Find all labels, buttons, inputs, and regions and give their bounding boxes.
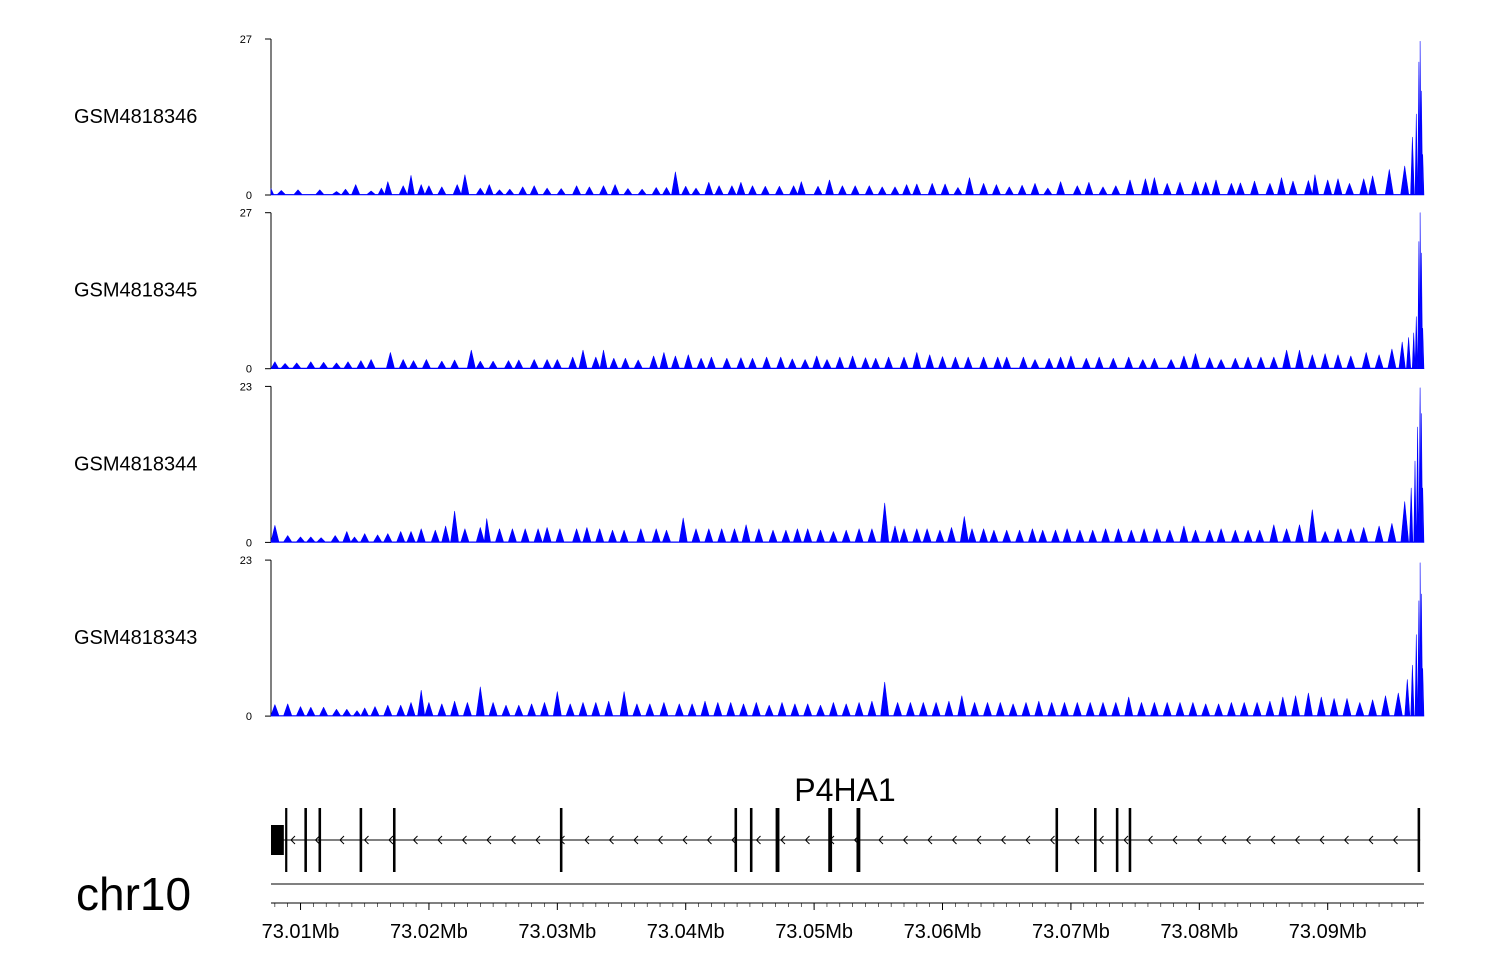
strand-arrow — [461, 835, 467, 845]
strand-arrow — [1319, 835, 1325, 845]
y-tick-label-min: 0 — [246, 537, 252, 549]
track-label: GSM4818345 — [74, 280, 197, 302]
exon — [1055, 808, 1059, 872]
track-GSM4818344: GSM4818344 23 0 — [74, 381, 1425, 549]
strand-arrow — [951, 835, 957, 845]
x-tick-label: 73.05Mb — [775, 921, 853, 943]
exon — [1115, 808, 1119, 872]
exon — [749, 808, 753, 872]
strand-arrow — [1245, 835, 1251, 845]
strand-arrow — [927, 835, 933, 845]
strand-arrow — [780, 835, 786, 845]
strand-arrow — [1368, 835, 1374, 845]
exon-utr — [271, 825, 284, 855]
strand-arrow — [363, 835, 369, 845]
x-axis-ticks: 73.01Mb 73.02Mb 73.03Mb 73.04Mb 73.05Mb 73.06… — [262, 903, 1418, 943]
strand-arrow — [1000, 835, 1006, 845]
strand-arrow — [1221, 835, 1227, 845]
genome-axis-track: chr10 73.01Mb 73.02Mb 73.03Mb 73.04Mb 73.05M… — [76, 868, 1424, 943]
strand-arrow — [1025, 835, 1031, 845]
track-GSM4818345: GSM4818345 27 0 — [74, 208, 1425, 376]
track-label: GSM4818343 — [74, 627, 197, 649]
x-tick-label: 73.07Mb — [1032, 921, 1110, 943]
x-tick-label: 73.01Mb — [262, 921, 340, 943]
exon — [1128, 808, 1132, 872]
strand-arrow — [1392, 835, 1398, 845]
strand-arrow — [608, 835, 614, 845]
exon — [775, 808, 780, 872]
strand-arrow — [804, 835, 810, 845]
strand-arrow — [706, 835, 712, 845]
exon — [828, 808, 833, 872]
exon — [359, 808, 363, 872]
exon — [285, 808, 288, 872]
strand-arrow — [535, 835, 541, 845]
exon — [1094, 808, 1097, 872]
x-tick-label: 73.04Mb — [647, 921, 725, 943]
track-label: GSM4818344 — [74, 453, 197, 475]
strand-arrow — [878, 835, 884, 845]
strand-arrow — [755, 835, 761, 845]
y-tick-label-max: 23 — [240, 555, 252, 567]
strand-arrow — [633, 835, 639, 845]
gene-structure — [271, 808, 1421, 872]
exon — [559, 808, 563, 872]
exon — [304, 808, 307, 872]
x-tick-label: 73.02Mb — [390, 921, 468, 943]
y-tick-label-max: 27 — [240, 208, 252, 220]
exon — [392, 808, 396, 872]
strand-arrow — [1098, 835, 1104, 845]
exon — [856, 808, 861, 872]
strand-arrow — [510, 835, 516, 845]
exon — [318, 808, 322, 872]
strand-arrow — [388, 835, 394, 845]
strand-arrow — [1343, 835, 1349, 845]
track-label: GSM4818346 — [74, 106, 197, 128]
exon — [1417, 808, 1421, 872]
chromosome-label: chr10 — [76, 868, 191, 920]
coverage-tracks: GSM4818346270GSM4818345270GSM4818344230G… — [74, 34, 1425, 723]
strand-arrow — [1074, 835, 1080, 845]
gene-name-label: P4HA1 — [794, 772, 895, 808]
strand-arrow — [657, 835, 663, 845]
y-tick-label-max: 27 — [240, 34, 252, 46]
x-tick-label: 73.09Mb — [1289, 921, 1367, 943]
strand-arrow — [1196, 835, 1202, 845]
strand-arrow — [1147, 835, 1153, 845]
y-tick-label-min: 0 — [246, 364, 252, 376]
strand-arrow — [314, 835, 320, 845]
track-GSM4818343: GSM4818343 23 0 — [74, 555, 1425, 723]
coverage-area — [270, 562, 1425, 717]
strand-arrow — [339, 835, 345, 845]
strand-arrow — [1172, 835, 1178, 845]
strand-arrow — [682, 835, 688, 845]
strand-arrow — [976, 835, 982, 845]
strand-arrow — [1294, 835, 1300, 845]
track-GSM4818346: GSM4818346 27 0 — [74, 34, 1425, 202]
x-tick-label: 73.03Mb — [518, 921, 596, 943]
strand-arrow — [437, 835, 443, 845]
coverage-area — [270, 41, 1425, 196]
exon — [734, 808, 738, 872]
gene-model-track: P4HA1 — [271, 772, 1421, 872]
strand-arrow — [1049, 835, 1055, 845]
strand-arrow — [1123, 835, 1129, 845]
strand-arrow — [486, 835, 492, 845]
strand-arrow — [1270, 835, 1276, 845]
y-tick-label-min: 0 — [246, 190, 252, 202]
coverage-area — [270, 387, 1425, 543]
strand-arrow — [902, 835, 908, 845]
x-tick-label: 73.08Mb — [1160, 921, 1238, 943]
strand-arrow — [290, 835, 296, 845]
strand-arrow — [584, 835, 590, 845]
strand-arrow — [412, 835, 418, 845]
x-tick-label: 73.06Mb — [904, 921, 982, 943]
y-tick-label-max: 23 — [240, 381, 252, 393]
coverage-area — [270, 212, 1425, 369]
y-tick-label-min: 0 — [246, 711, 252, 723]
